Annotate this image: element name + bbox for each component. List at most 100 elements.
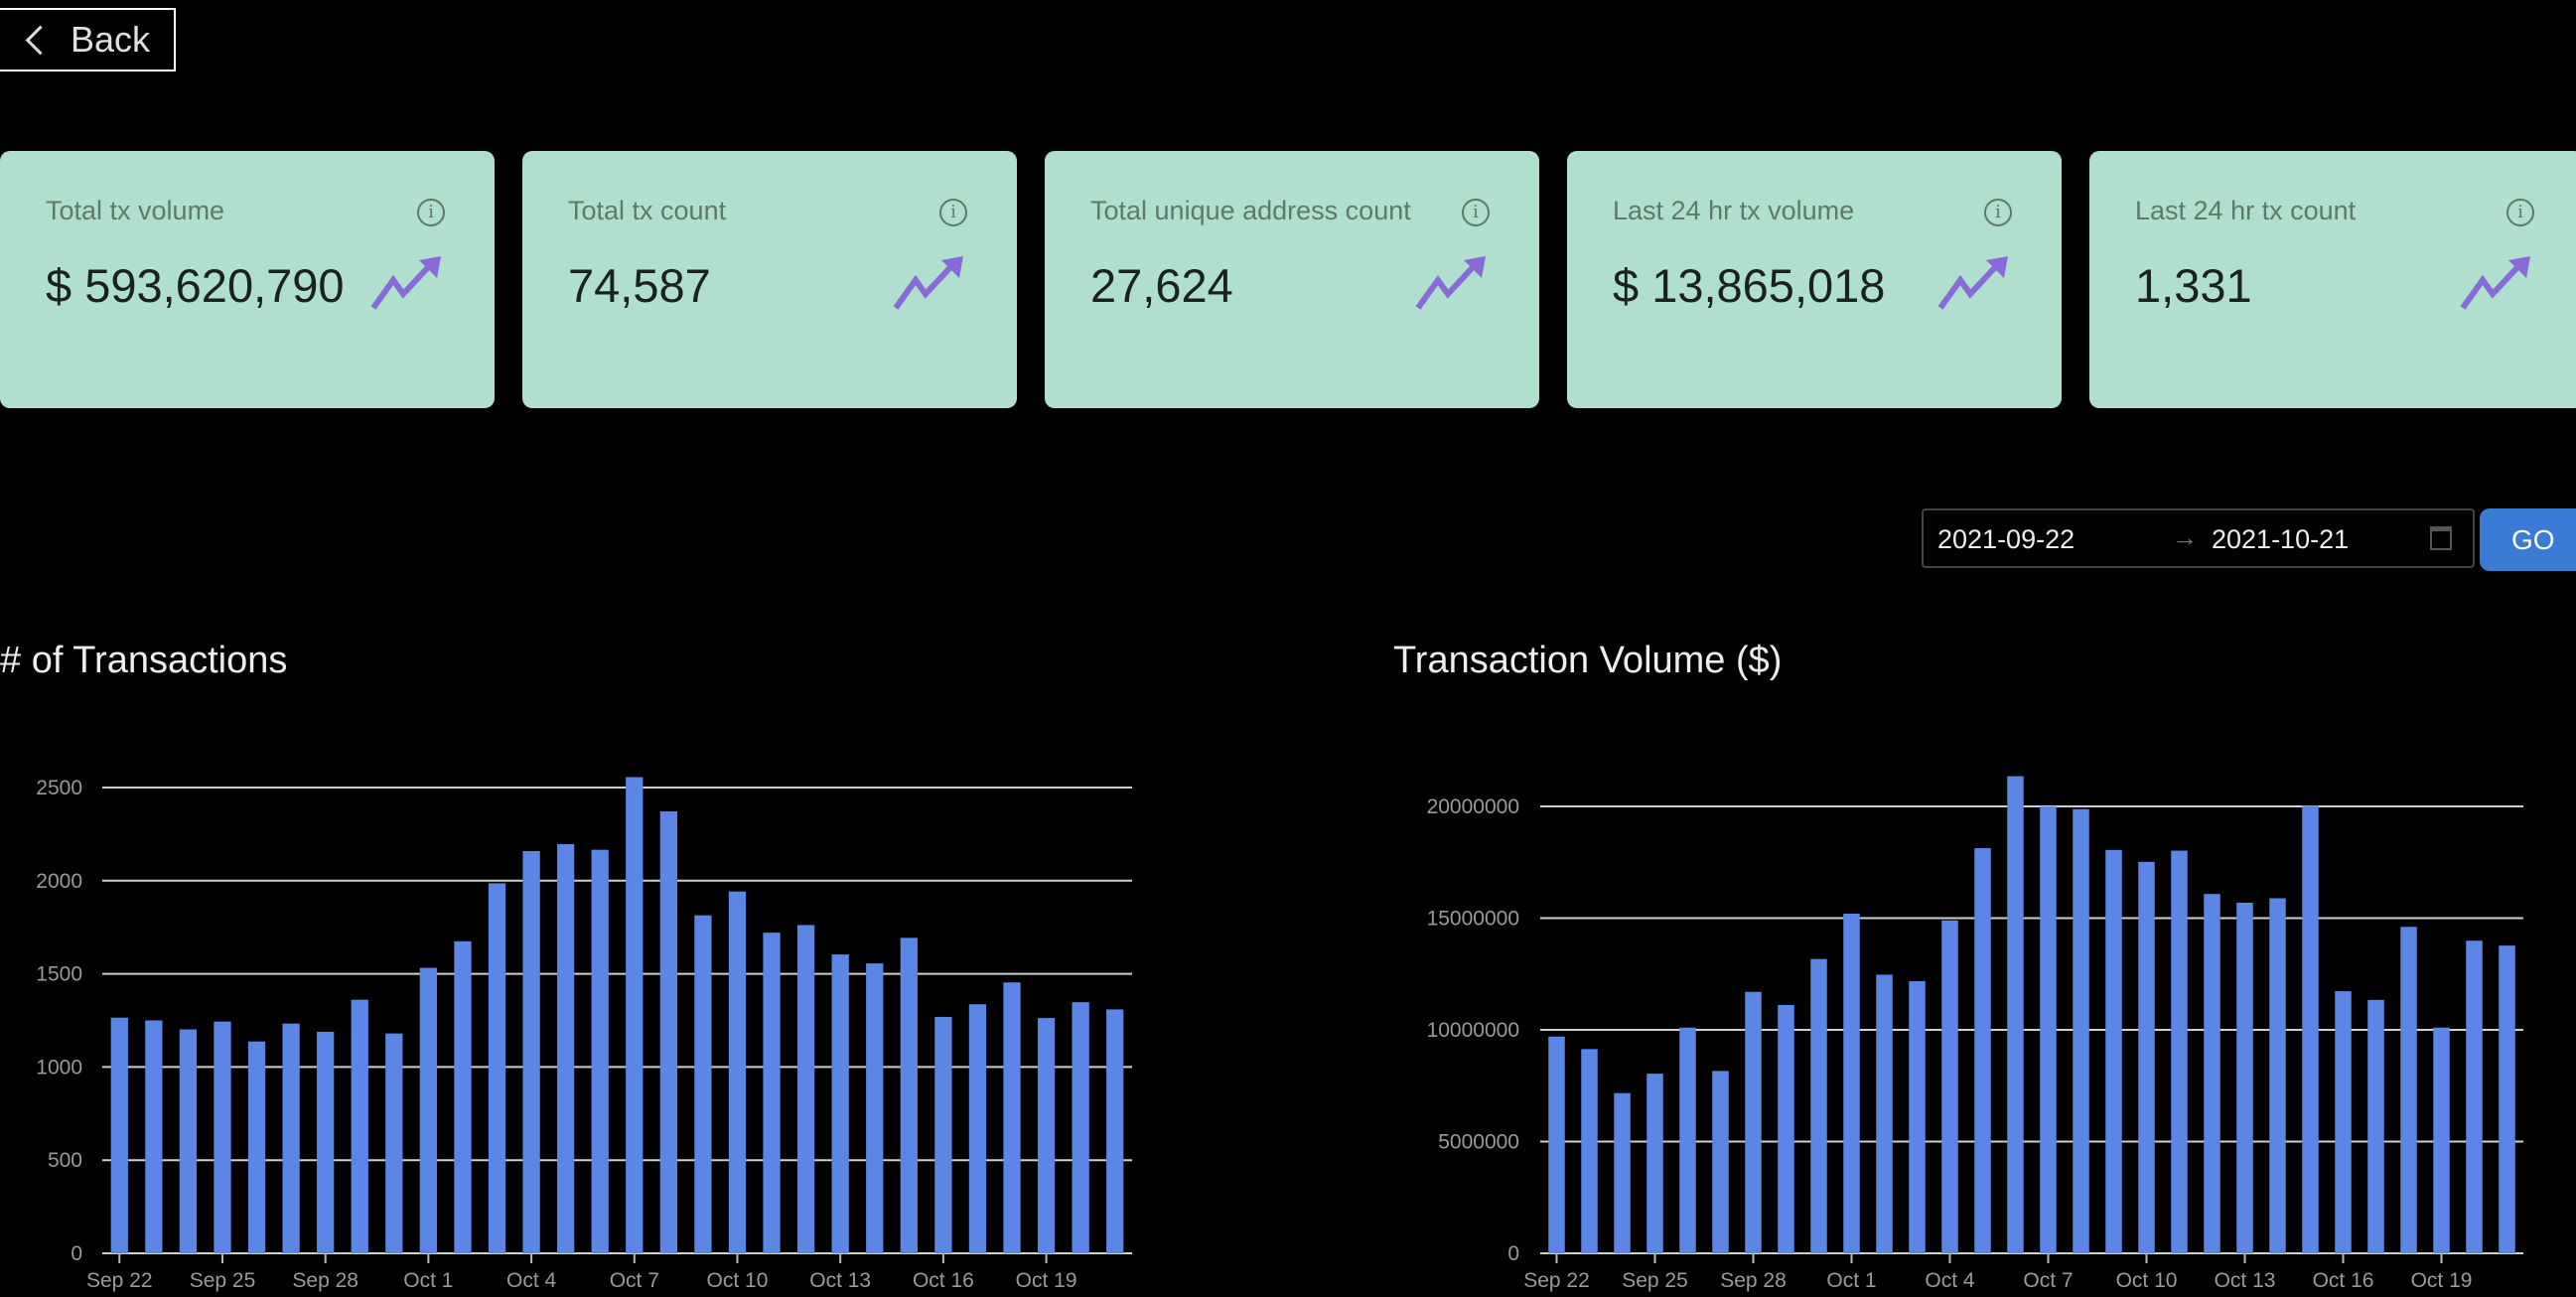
bar[interactable] xyxy=(763,933,781,1253)
bar[interactable] xyxy=(968,1004,987,1253)
bar[interactable] xyxy=(900,937,918,1253)
bar[interactable] xyxy=(1745,991,1762,1253)
bar[interactable] xyxy=(1037,1018,1056,1253)
trending-up-icon xyxy=(2460,256,2530,310)
transactions-chart-title: # of Transactions xyxy=(0,640,288,681)
end-date-input[interactable]: 2021-10-21 xyxy=(2212,524,2350,554)
bar[interactable] xyxy=(2400,927,2417,1253)
bar[interactable] xyxy=(1679,1027,1696,1253)
volume-chart-title: Transaction Volume ($) xyxy=(1393,640,1783,681)
back-button[interactable]: Back xyxy=(0,8,176,72)
bar[interactable] xyxy=(2138,861,2155,1253)
x-tick-label: Oct 10 xyxy=(2116,1269,2178,1292)
bar[interactable] xyxy=(694,915,712,1253)
bar[interactable] xyxy=(728,891,747,1253)
y-tick-label: 500 xyxy=(48,1149,82,1172)
back-label: Back xyxy=(71,19,151,60)
bar[interactable] xyxy=(2073,808,2089,1253)
bar[interactable] xyxy=(2335,991,2352,1253)
bar[interactable] xyxy=(1581,1049,1598,1253)
bar[interactable] xyxy=(110,1017,128,1253)
y-tick-label: 2500 xyxy=(36,777,82,799)
bar[interactable] xyxy=(2466,940,2483,1253)
bar[interactable] xyxy=(1712,1071,1729,1253)
x-tick-label: Oct 16 xyxy=(2313,1269,2374,1292)
bar[interactable] xyxy=(454,940,472,1253)
bar[interactable] xyxy=(317,1031,335,1253)
info-icon[interactable]: i xyxy=(1462,199,1490,226)
bar[interactable] xyxy=(1106,1009,1124,1253)
bar[interactable] xyxy=(1974,848,1991,1253)
bar[interactable] xyxy=(179,1029,198,1253)
bar[interactable] xyxy=(2269,898,2286,1253)
bar[interactable] xyxy=(1614,1092,1631,1253)
bar[interactable] xyxy=(1941,920,1958,1253)
info-icon[interactable]: i xyxy=(417,199,445,226)
x-tick-label: Oct 13 xyxy=(809,1269,871,1292)
bar[interactable] xyxy=(351,999,368,1253)
y-tick-label: 5000000 xyxy=(1438,1131,1519,1154)
bar[interactable] xyxy=(2007,776,2024,1253)
bar[interactable] xyxy=(831,954,849,1253)
bar[interactable] xyxy=(934,1016,952,1253)
bar[interactable] xyxy=(1003,982,1021,1253)
stat-label: Total tx count xyxy=(568,196,727,225)
bar[interactable] xyxy=(557,844,575,1253)
bar[interactable] xyxy=(145,1020,163,1254)
x-tick-label: Oct 19 xyxy=(1016,1269,1077,1292)
bar[interactable] xyxy=(2302,805,2319,1253)
date-range-picker[interactable]: 2021-09-22 → 2021-10-21 xyxy=(1922,508,2475,568)
bar[interactable] xyxy=(626,777,644,1253)
bar[interactable] xyxy=(1778,1005,1794,1253)
bar[interactable] xyxy=(1810,958,1827,1253)
x-tick-label: Sep 22 xyxy=(1523,1269,1590,1292)
bar[interactable] xyxy=(385,1033,403,1253)
go-button[interactable]: GO xyxy=(2480,508,2576,571)
bar[interactable] xyxy=(866,963,884,1253)
bar[interactable] xyxy=(247,1041,266,1253)
bar[interactable] xyxy=(2105,849,2122,1253)
trending-up-icon xyxy=(370,256,441,310)
x-tick-label: Oct 1 xyxy=(403,1269,453,1292)
bar[interactable] xyxy=(488,883,506,1253)
bar[interactable] xyxy=(282,1023,300,1253)
x-tick-label: Oct 16 xyxy=(913,1269,974,1292)
calendar-icon[interactable] xyxy=(2430,526,2452,550)
bar[interactable] xyxy=(1909,980,1926,1253)
stat-label: Last 24 hr tx count xyxy=(2135,196,2357,225)
bar[interactable] xyxy=(419,967,438,1253)
bar[interactable] xyxy=(1876,974,1893,1253)
x-tick-label: Sep 25 xyxy=(190,1269,256,1292)
stat-card: Last 24 hr tx count i 1,331 xyxy=(2089,151,2576,408)
bar[interactable] xyxy=(2204,894,2220,1253)
bar[interactable] xyxy=(2171,850,2188,1253)
bar[interactable] xyxy=(2040,806,2057,1253)
bar[interactable] xyxy=(2433,1027,2450,1253)
bar[interactable] xyxy=(2367,999,2384,1253)
y-tick-label: 20000000 xyxy=(1427,795,1519,818)
bar[interactable] xyxy=(1646,1074,1663,1253)
bar[interactable] xyxy=(522,850,540,1253)
info-icon[interactable]: i xyxy=(2506,199,2534,226)
bar[interactable] xyxy=(1548,1036,1565,1253)
info-icon[interactable]: i xyxy=(939,199,967,226)
y-tick-label: 1000 xyxy=(36,1056,82,1079)
bar[interactable] xyxy=(1843,914,1860,1253)
stat-card: Last 24 hr tx volume i $ 13,865,018 xyxy=(1567,151,2062,408)
y-tick-label: 15000000 xyxy=(1427,908,1519,931)
stat-value: $ 13,865,018 xyxy=(1613,259,1886,312)
y-tick-label: 0 xyxy=(71,1242,82,1265)
bar[interactable] xyxy=(591,849,609,1253)
start-date-input[interactable]: 2021-09-22 xyxy=(1937,524,2075,554)
y-tick-label: 2000 xyxy=(36,870,82,893)
bar[interactable] xyxy=(2499,945,2515,1253)
trending-up-icon xyxy=(1937,256,2008,310)
bar[interactable] xyxy=(659,811,677,1253)
info-icon[interactable]: i xyxy=(1984,199,2012,226)
bar[interactable] xyxy=(1072,1002,1089,1253)
bar[interactable] xyxy=(796,925,815,1253)
bar[interactable] xyxy=(2236,902,2253,1253)
range-arrow-icon: → xyxy=(2172,522,2198,552)
x-tick-label: Oct 19 xyxy=(2411,1269,2473,1292)
bar[interactable] xyxy=(214,1021,231,1253)
